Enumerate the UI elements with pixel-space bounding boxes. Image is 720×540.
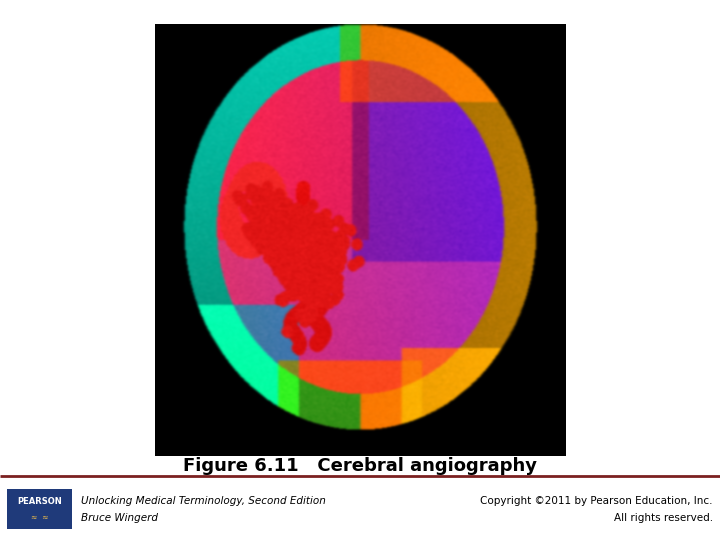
Text: ≈  ≈: ≈ ≈ xyxy=(31,514,48,522)
Text: All rights reserved.: All rights reserved. xyxy=(613,513,713,523)
Text: Unlocking Medical Terminology, Second Edition: Unlocking Medical Terminology, Second Ed… xyxy=(81,496,325,506)
Text: Copyright ©2011 by Pearson Education, Inc.: Copyright ©2011 by Pearson Education, In… xyxy=(480,496,713,506)
Text: PEARSON: PEARSON xyxy=(17,497,62,506)
Text: Bruce Wingerd: Bruce Wingerd xyxy=(81,513,158,523)
Text: Figure 6.11   Cerebral angiography: Figure 6.11 Cerebral angiography xyxy=(183,457,537,475)
Bar xyxy=(7,489,72,529)
